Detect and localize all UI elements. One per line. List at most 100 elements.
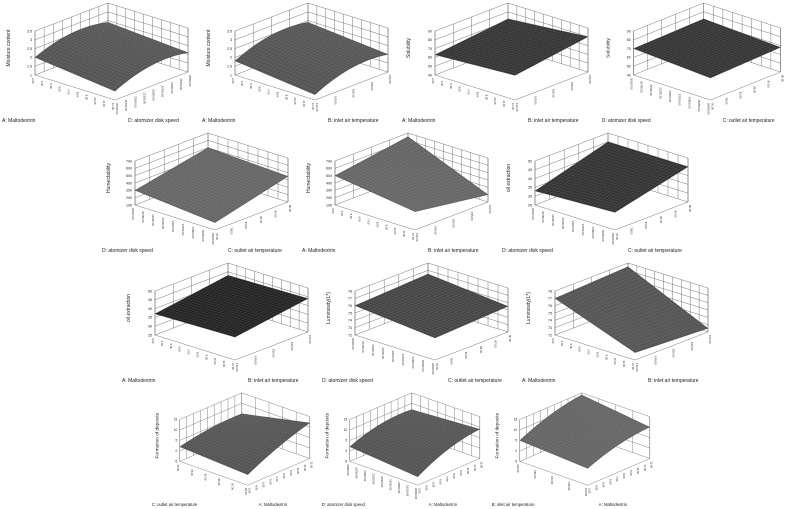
z-tick-label: 3 [30, 38, 32, 42]
z-tick-label: 10 [174, 428, 178, 432]
surface-fill [434, 18, 589, 76]
z-tick-label: 76 [348, 304, 352, 308]
surface-plot-6: 100 200 300 400 500 600 700 3.00 4.00 5.00 6.00 7.0… [302, 132, 492, 254]
x-tick-label: 23000.00 [380, 476, 383, 488]
z-axis-label: Moisture content [6, 29, 12, 67]
y-tick-label: 81.00 [464, 352, 468, 359]
x-tick-label: 5.00 [249, 84, 253, 90]
surface-meshline [231, 418, 300, 431]
surface-meshline [239, 421, 302, 472]
surface-plot-8: 25 30 35 40 45 50 3.00 4.00 5.00 6.00 7.00 8.00 9.00… [122, 262, 312, 384]
y-tick-label: 81.00 [738, 92, 742, 99]
y-tick-label: 12.00 [310, 461, 313, 468]
x-tick-label: 23000.00 [171, 221, 175, 233]
z-tick-label: 2 [230, 56, 232, 60]
response-surface [519, 394, 651, 469]
surface-meshline [398, 141, 479, 197]
surface-meshline [304, 22, 385, 56]
x-tick-label: 84.00 [217, 479, 220, 486]
x-tick-label: 23750.00 [389, 479, 392, 491]
x-tick-label: 8.00 [375, 222, 379, 228]
surface-meshline [111, 51, 185, 90]
z-tick-label: 2 [30, 56, 32, 60]
x-axis-label: A: Maltodextrin [122, 378, 156, 384]
x-axis-label: A: Maltodextrin [402, 118, 436, 124]
surface-meshline [406, 411, 475, 432]
y-tick-label: 6.00 [268, 479, 271, 485]
z-tick-label: 74 [348, 319, 352, 323]
x-axis-label: A: Maltodextrin [2, 118, 36, 124]
surface-plot-9: 72 73 74 75 76 77 78 20000.00 20750.00 21500.00 22… [322, 262, 512, 384]
response-surface [154, 275, 309, 338]
z-tick-label: 60 [428, 56, 432, 60]
z-tick-label: 74 [548, 319, 552, 323]
y-tick-label: 26000.00 [188, 75, 192, 87]
x-tick-label: 5.00 [169, 344, 173, 350]
surface-meshline [411, 192, 485, 211]
y-tick-label: 84.00 [659, 216, 663, 223]
z-tick-label: 40 [627, 73, 631, 77]
surface-meshline [700, 43, 771, 75]
x-tick-label: 150.00 [550, 476, 553, 485]
x-tick-label: 21500.00 [551, 214, 555, 226]
y-tick-label: 10.00 [466, 467, 469, 474]
surface-fill [554, 266, 709, 353]
x-tick-label: 20000.00 [346, 464, 349, 476]
x-tick-label: 7.00 [187, 349, 191, 355]
surface-meshline [595, 149, 676, 175]
x-tick-label: 20750.00 [141, 211, 145, 223]
y-tick-label: 84.00 [479, 346, 483, 353]
y-tick-label: 11.00 [303, 464, 306, 471]
z-tick-label: 100 [326, 203, 332, 207]
surface-meshline [624, 267, 706, 330]
x-tick-label: 23750.00 [581, 224, 585, 236]
y-axis-label: A: Maltodextrin [599, 502, 628, 507]
x-tick-label: 140.00 [516, 464, 519, 473]
z-axis-label: Solubility [406, 37, 412, 58]
z-tick-label: 5 [515, 439, 517, 443]
surface-meshline [587, 427, 650, 469]
y-axis-label: B: inlet air temperature [248, 378, 299, 384]
surface-meshline [431, 304, 505, 337]
surface-meshline [621, 269, 702, 331]
surface-plot-1: 1 1.5 2 2.5 3 3.5 3.00 4.00 5.00 6.00 7.00 8.00 9.00… [2, 2, 192, 124]
z-axis-label: Humectability [306, 162, 312, 193]
z-tick-label: 300 [126, 189, 132, 193]
surface-meshline [624, 320, 699, 346]
floor-edge [349, 458, 480, 486]
surface-meshline [409, 410, 478, 431]
surface-meshline [501, 21, 582, 41]
y-tick-label: 7.00 [275, 476, 278, 482]
y-tick-label: 140.00 [635, 363, 639, 372]
x-tick-label: 23000.00 [391, 351, 395, 363]
z-tick-label: 15 [514, 418, 518, 422]
x-tick-label: 8.00 [195, 352, 199, 358]
z-tick-label: 10 [344, 428, 348, 432]
z-tick-label: 0 [515, 449, 517, 453]
surface-meshline [421, 276, 502, 310]
y-tick-label: 6.00 [608, 479, 611, 485]
z-tick-label: 400 [326, 181, 332, 185]
surface-meshline [227, 275, 309, 299]
surface-meshline [204, 149, 285, 179]
surface-meshline [710, 47, 781, 79]
z-tick-label: -5 [344, 459, 347, 463]
y-axis-label: B: inlet air temperature [428, 248, 479, 254]
y-axis-label: D: atomizer disk speed [128, 118, 179, 124]
z-tick-label: 73 [348, 326, 352, 330]
x-axis-label: C: outlet air temperature [152, 502, 198, 507]
x-tick-label: 25250.00 [697, 100, 701, 112]
x-axis-label: D: atomizer disk speed [322, 502, 366, 507]
y-tick-label: 160.00 [588, 75, 592, 84]
x-tick-label: 9.00 [204, 355, 208, 361]
x-tick-label: 3.00 [231, 78, 235, 84]
surface-meshline [314, 54, 389, 95]
y-tick-label: 25250.00 [179, 79, 183, 91]
surface-meshline [241, 413, 310, 424]
surface-meshline [498, 23, 579, 42]
x-tick-label: 22250.00 [161, 217, 165, 229]
x-axis-label: A: Maltodextrin [302, 248, 336, 254]
surface-meshline [504, 20, 585, 39]
x-tick-label: 4.00 [240, 81, 244, 87]
z-tick-label: 10 [514, 428, 518, 432]
